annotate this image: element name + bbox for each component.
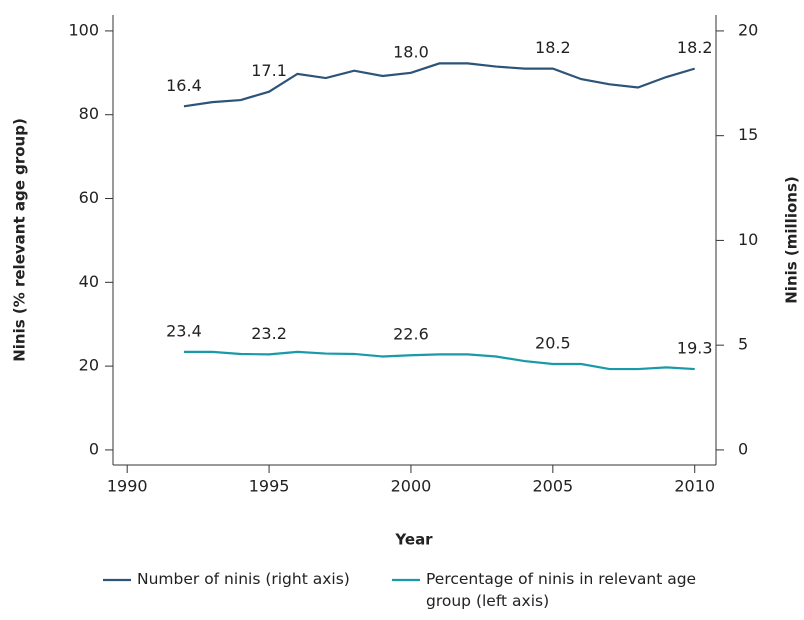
x-tick-label: 1995 xyxy=(249,477,290,496)
y2-tick-label: 15 xyxy=(738,125,758,144)
data-label: 17.1 xyxy=(251,61,287,80)
data-label: 20.5 xyxy=(535,334,571,353)
x-axis-title: Year xyxy=(394,531,433,549)
data-label: 18.0 xyxy=(393,42,429,61)
line-series xyxy=(183,350,695,371)
legend-label: Number of ninis (right axis) xyxy=(137,570,350,588)
y-tick-label: 80 xyxy=(79,104,99,123)
data-label: 18.2 xyxy=(677,38,713,57)
y2-tick-label: 0 xyxy=(738,439,748,458)
legend-entry: Number of ninis (right axis) xyxy=(137,570,350,588)
x-tick-label: 2000 xyxy=(391,477,432,496)
data-label: 19.3 xyxy=(677,339,713,358)
y-tick-label: 100 xyxy=(68,20,99,39)
x-tick-label: 2005 xyxy=(532,477,573,496)
y2-tick-label: 20 xyxy=(738,20,758,39)
y-tick-label: 20 xyxy=(79,356,99,375)
y2-tick-label: 5 xyxy=(738,335,748,354)
legend-entry: Percentage of ninis in relevant age grou… xyxy=(426,570,697,610)
y2-tick-label: 10 xyxy=(738,230,758,249)
y2-axis-title: Ninis (millions) xyxy=(783,176,801,304)
legend-label: Percentage of ninis in relevant age grou… xyxy=(426,570,697,610)
x-tick-label: 1990 xyxy=(107,477,148,496)
y-axis-title: Ninis (% relevant age group) xyxy=(11,118,29,362)
data-label: 23.4 xyxy=(166,321,202,340)
y-tick-label: 40 xyxy=(79,272,99,291)
data-label: 18.2 xyxy=(535,38,571,57)
data-label: 22.6 xyxy=(393,325,429,344)
line-series xyxy=(183,62,696,108)
data-label: 16.4 xyxy=(166,76,202,95)
y-tick-label: 0 xyxy=(89,439,99,458)
data-label: 23.2 xyxy=(251,324,287,343)
y-tick-label: 60 xyxy=(79,188,99,207)
x-tick-label: 2010 xyxy=(674,477,715,496)
